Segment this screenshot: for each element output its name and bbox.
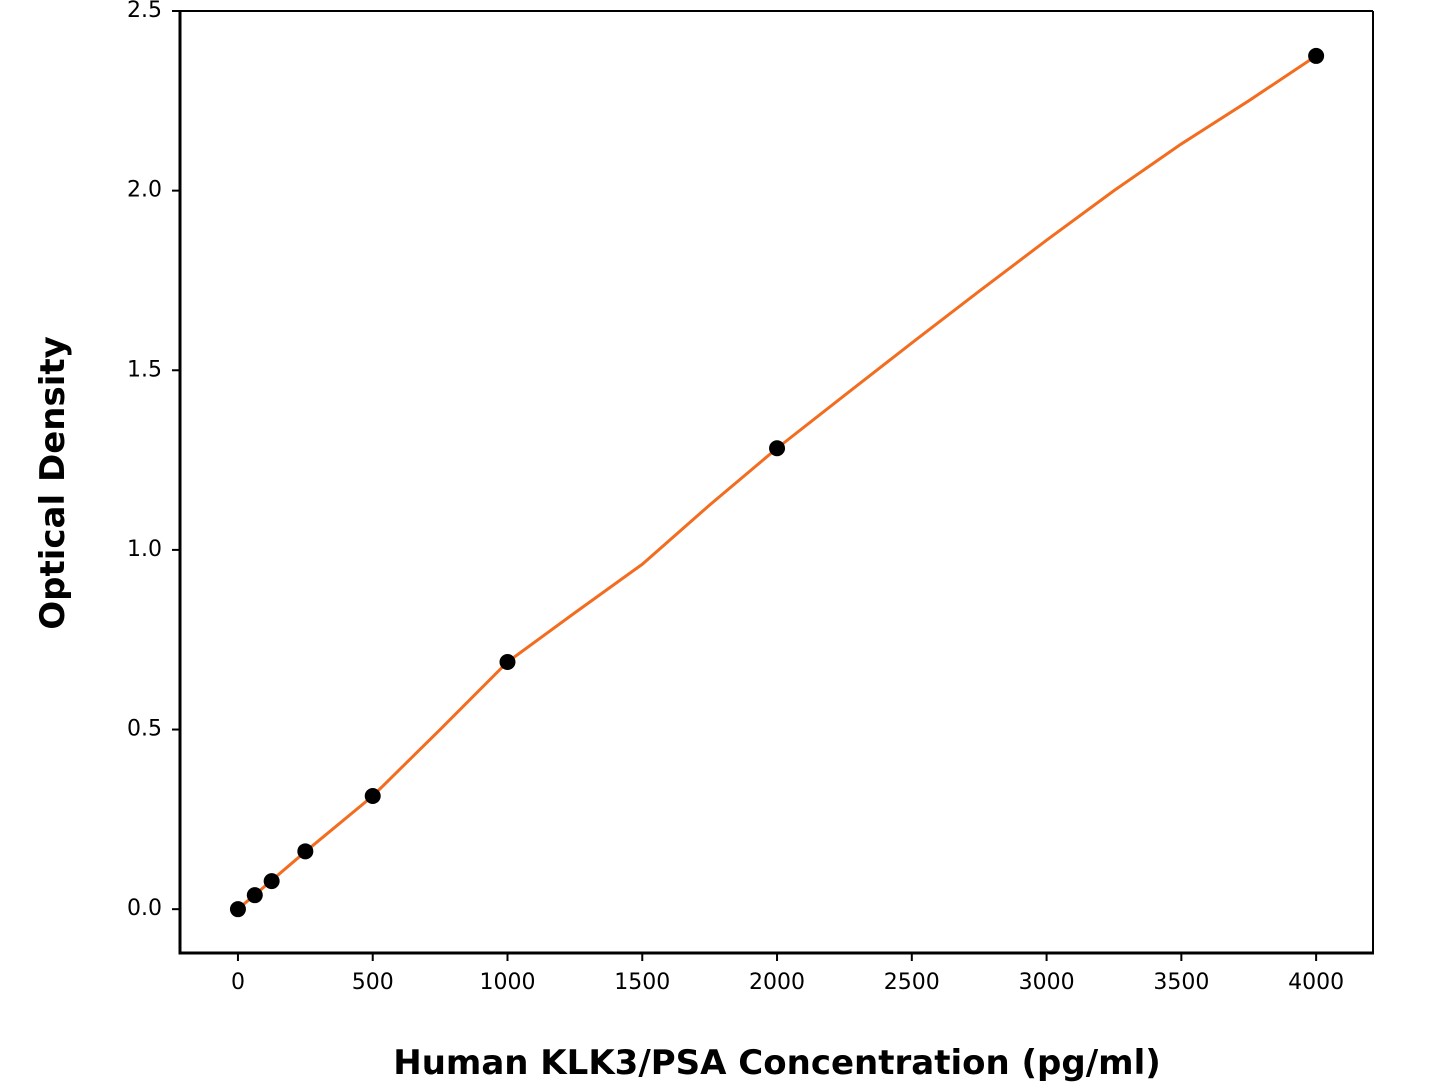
x-tick-label: 1000 [479, 970, 535, 995]
data-point [769, 440, 786, 457]
fit-curve [236, 54, 1317, 911]
x-tick-label: 4000 [1288, 970, 1344, 995]
x-tick-label: 1500 [614, 970, 670, 995]
y-tick-label: 2.0 [127, 178, 162, 203]
data-point [499, 653, 516, 670]
x-tick-label: 500 [352, 970, 394, 995]
x-tick-label: 2000 [749, 970, 805, 995]
x-tick-label: 2500 [884, 970, 940, 995]
data-point [297, 843, 314, 860]
x-tick-label: 3500 [1153, 970, 1209, 995]
y-axis-label: Optical Density [33, 336, 73, 630]
y-tick-label: 1.0 [127, 537, 162, 562]
y-tick-label: 0.5 [127, 717, 162, 742]
data-point [246, 887, 263, 904]
x-axis-label: Human KLK3/PSA Concentration (pg/ml) [393, 1043, 1161, 1083]
y-tick-label: 2.5 [127, 0, 162, 23]
data-point [364, 788, 381, 804]
data-point [229, 901, 246, 918]
y-tick-label: 0.0 [127, 896, 162, 921]
data-point [1308, 47, 1325, 64]
x-tick-label: 0 [231, 970, 245, 995]
data-point [263, 873, 280, 890]
y-tick-label: 1.5 [127, 357, 162, 382]
x-tick-label: 3000 [1019, 970, 1075, 995]
